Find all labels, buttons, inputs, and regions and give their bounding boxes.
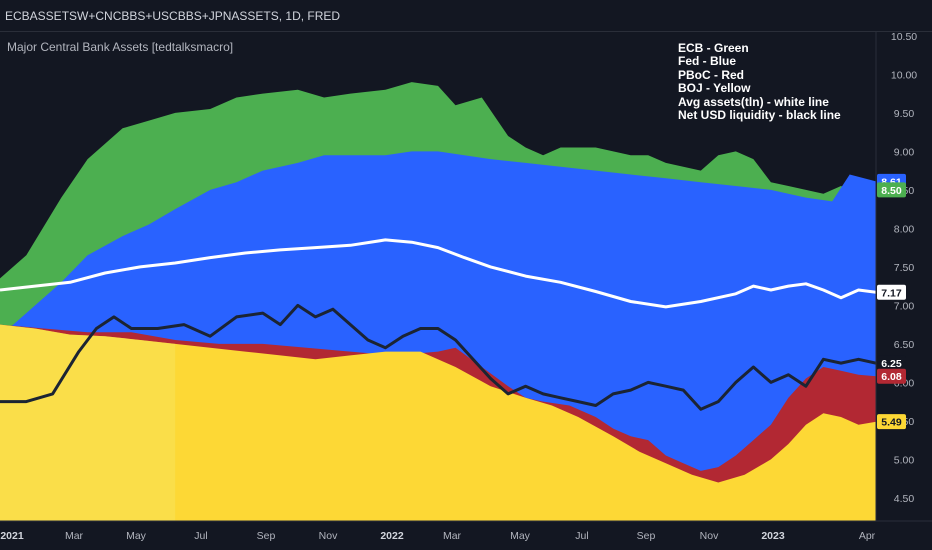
- line-avg-assets: [0, 238, 876, 309]
- badge-net-text: 6.25: [881, 358, 902, 370]
- y-tick-label: 6.50: [894, 339, 915, 351]
- legend-avg-assets: Avg assets(tln) - white line: [678, 94, 829, 109]
- y-tick-label: 7.00: [894, 300, 915, 312]
- badge-ecb-text: 8.50: [881, 185, 902, 197]
- x-tick-label: 2022: [380, 530, 404, 542]
- x-tick-label: Apr: [859, 530, 876, 542]
- badge-boj-text: 5.49: [881, 417, 902, 429]
- x-tick-label: Jul: [575, 530, 588, 542]
- time-axis: 2021 Mar May Jul Sep Nov 2022 Mar May Jul Sep Nov 20…: [0, 530, 875, 542]
- y-tick-label: 9.50: [894, 108, 915, 120]
- area-boj: [0, 324, 876, 521]
- x-tick-label: Sep: [257, 530, 276, 542]
- x-tick-label: Mar: [443, 530, 462, 542]
- legend-net-usd-liquidity: Net USD liquidity - black line: [678, 108, 841, 123]
- x-tick-label: Nov: [700, 530, 719, 542]
- badge-ecb: 8.50: [877, 182, 906, 198]
- y-tick-label: 8.00: [894, 223, 915, 235]
- series-legend: ECB - Green Fed - Blue PBoC - Red BOJ - …: [678, 41, 841, 123]
- y-tick-label: 10.50: [891, 31, 917, 43]
- x-tick-label: May: [510, 530, 531, 542]
- x-tick-label: May: [126, 530, 147, 542]
- chart-header: ECBASSETSW+CNCBBS+USCBBS+JPNASSETS, 1D, …: [0, 0, 932, 32]
- x-tick-label: 2023: [761, 530, 785, 542]
- y-tick-label: 5.00: [894, 454, 915, 466]
- x-tick-label: 2021: [0, 530, 24, 542]
- symbol-title[interactable]: ECBASSETSW+CNCBBS+USCBBS+JPNASSETS, 1D, …: [5, 9, 341, 23]
- legend-fed: Fed - Blue: [678, 54, 737, 69]
- y-tick-label: 4.50: [894, 493, 915, 505]
- indicator-label[interactable]: Major Central Bank Assets [tedtalksmacro…: [7, 40, 234, 54]
- y-tick-label: 10.00: [891, 69, 917, 81]
- badge-pboc: 6.08: [877, 368, 906, 384]
- price-axis: 10.5010.009.509.008.508.007.507.006.506.…: [891, 31, 917, 505]
- x-tick-label: Jul: [194, 530, 207, 542]
- line-layers: [0, 238, 876, 411]
- line-net-usd-liquidity: [0, 303, 876, 411]
- x-tick-label: Mar: [65, 530, 84, 542]
- y-tick-label: 9.00: [894, 146, 915, 158]
- y-tick-label: 7.50: [894, 262, 915, 274]
- badge-boj: 5.49: [877, 414, 906, 430]
- x-tick-label: Sep: [637, 530, 656, 542]
- x-tick-label: Nov: [319, 530, 338, 542]
- legend-pboc: PBoC - Red: [678, 67, 744, 82]
- badge-avg: 7.17: [877, 284, 906, 300]
- legend-ecb: ECB - Green: [678, 41, 749, 55]
- badge-net: 6.25: [877, 355, 906, 371]
- badge-pboc-text: 6.08: [881, 371, 902, 383]
- legend-boj: BOJ - Yellow: [678, 81, 751, 96]
- last-value-badges: 8.618.507.176.256.085.49: [877, 173, 906, 430]
- badge-avg-text: 7.17: [881, 287, 902, 299]
